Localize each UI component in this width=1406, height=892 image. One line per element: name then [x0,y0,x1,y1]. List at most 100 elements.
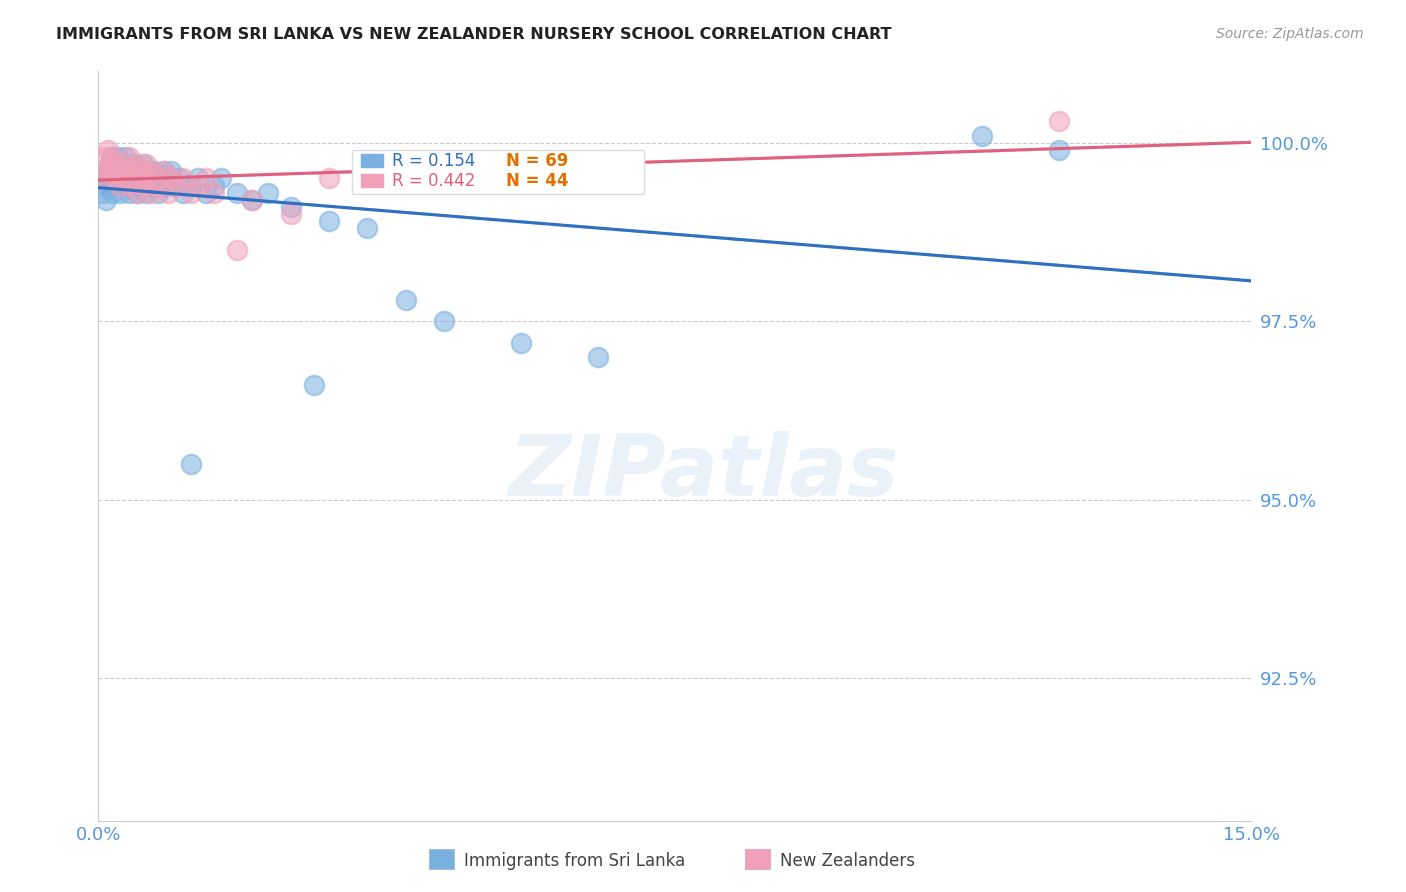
Point [972,128,994,143]
Point [395,293,418,307]
Point [104,157,127,171]
Point [356,221,378,235]
Point [167,171,190,186]
Point [156,186,179,200]
Point [280,200,302,214]
Point [98,157,121,171]
Point [110,164,132,178]
Point [510,335,533,350]
Point [155,178,177,193]
Point [93,171,115,186]
Bar [352,150,644,194]
Text: N = 69: N = 69 [506,152,568,169]
Point [108,178,131,193]
Point [129,171,152,186]
Point [280,207,302,221]
Point [101,186,124,200]
Point [110,171,132,186]
Point [135,157,157,171]
Point [135,186,157,200]
Point [107,150,129,164]
Point [225,186,247,200]
Point [180,457,202,471]
Point [108,186,131,200]
Point [240,193,263,207]
Text: N = 44: N = 44 [506,171,568,189]
Point [125,186,148,200]
Point [180,186,202,200]
Point [97,143,120,157]
Point [149,171,172,186]
Text: R = 0.442: R = 0.442 [392,171,475,189]
Point [98,157,121,171]
Point [117,164,139,178]
Point [132,157,155,171]
Point [132,164,155,178]
Point [160,164,183,178]
Point [202,178,225,193]
Point [145,178,167,193]
Point [302,378,325,392]
Point [101,150,124,164]
Point [114,150,136,164]
Point [165,178,187,193]
Point [118,186,141,200]
Point [122,157,145,171]
Point [152,164,174,178]
Point [122,178,145,193]
Point [172,171,194,186]
Point [160,171,183,186]
Point [180,178,202,193]
Text: Source: ZipAtlas.com: Source: ZipAtlas.com [1216,27,1364,41]
Bar [361,154,382,167]
Point [120,178,142,193]
Text: Immigrants from Sri Lanka: Immigrants from Sri Lanka [464,852,685,870]
Point [98,171,121,186]
Point [202,186,225,200]
Point [172,186,194,200]
Point [139,178,162,193]
Point [103,178,125,193]
Point [256,186,278,200]
Point [125,171,148,186]
Point [111,164,134,178]
Text: IMMIGRANTS FROM SRI LANKA VS NEW ZEALANDER NURSERY SCHOOL CORRELATION CHART: IMMIGRANTS FROM SRI LANKA VS NEW ZEALAND… [56,27,891,42]
Point [117,171,139,186]
Point [187,178,209,193]
Point [104,157,127,171]
Point [586,350,609,364]
Point [1047,114,1070,128]
Point [97,164,120,178]
Point [91,164,114,178]
Point [108,171,131,186]
Point [142,164,165,178]
Text: R = 0.154: R = 0.154 [392,152,475,169]
Point [148,186,170,200]
Point [138,171,160,186]
Bar [361,174,382,187]
Point [134,171,156,186]
Point [98,164,121,178]
Text: ZIPatlas: ZIPatlas [508,431,898,515]
Point [195,186,218,200]
Point [141,164,163,178]
Point [433,314,456,328]
Point [107,164,129,178]
Point [117,178,139,193]
Point [103,164,125,178]
Point [94,171,117,186]
Point [94,193,117,207]
Point [165,178,187,193]
Point [107,164,129,178]
Point [134,178,156,193]
Point [139,186,162,200]
Point [93,150,115,164]
Point [187,171,209,186]
Point [318,214,340,228]
Point [145,178,167,193]
Point [195,171,218,186]
Point [152,164,174,178]
Point [1047,143,1070,157]
Text: New Zealanders: New Zealanders [780,852,915,870]
Point [318,171,340,186]
